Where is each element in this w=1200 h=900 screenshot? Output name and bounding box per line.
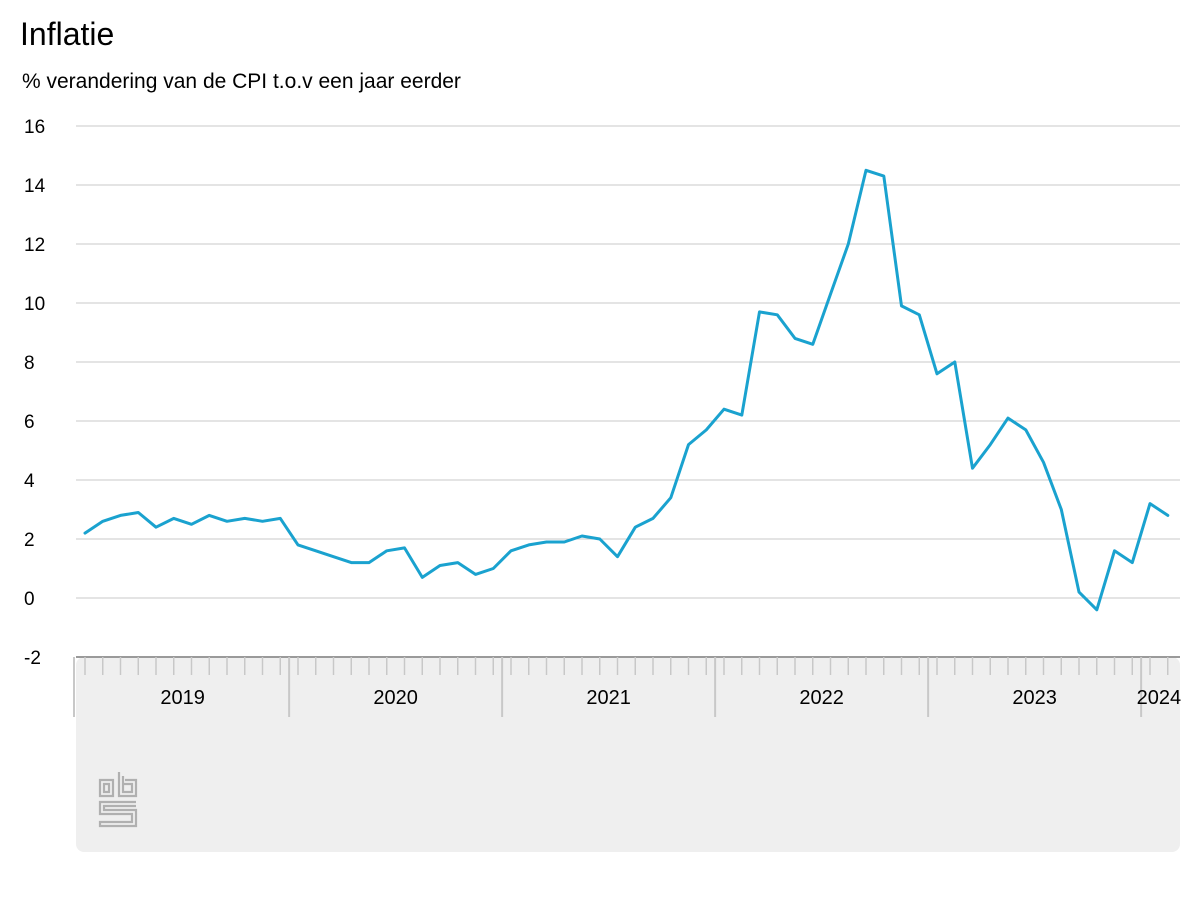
timeline-footer (76, 657, 1180, 852)
year-label: 2023 (1012, 687, 1057, 709)
y-tick-label: -2 (24, 648, 41, 669)
y-tick-label: 6 (24, 412, 35, 433)
year-label: 2021 (586, 687, 631, 709)
year-label: 2022 (799, 687, 844, 709)
y-tick-label: 8 (24, 353, 35, 374)
year-label: 2020 (373, 687, 418, 709)
y-tick-label: 14 (24, 176, 46, 197)
cbs-logo-icon (98, 772, 138, 828)
year-label: 2019 (160, 687, 205, 709)
y-tick-label: 2 (24, 530, 35, 551)
chart-title: Inflatie (20, 16, 115, 52)
y-axis-ticks: 16 14 12 10 8 6 4 2 0 -2 (24, 117, 46, 669)
inflation-series-line (83, 168, 1170, 612)
y-tick-label: 10 (24, 294, 45, 315)
x-axis: 2019 2020 2021 2022 2023 2024 (73, 656, 1182, 717)
series-lines (83, 168, 1170, 612)
gridlines (76, 125, 1180, 599)
y-tick-label: 0 (24, 589, 35, 610)
y-tick-label: 12 (24, 235, 45, 256)
y-tick-label: 16 (24, 117, 45, 138)
y-tick-label: 4 (24, 471, 35, 492)
chart-subtitle: % verandering van de CPI t.o.v een jaar … (22, 70, 461, 93)
year-label: 2024 (1137, 687, 1182, 709)
